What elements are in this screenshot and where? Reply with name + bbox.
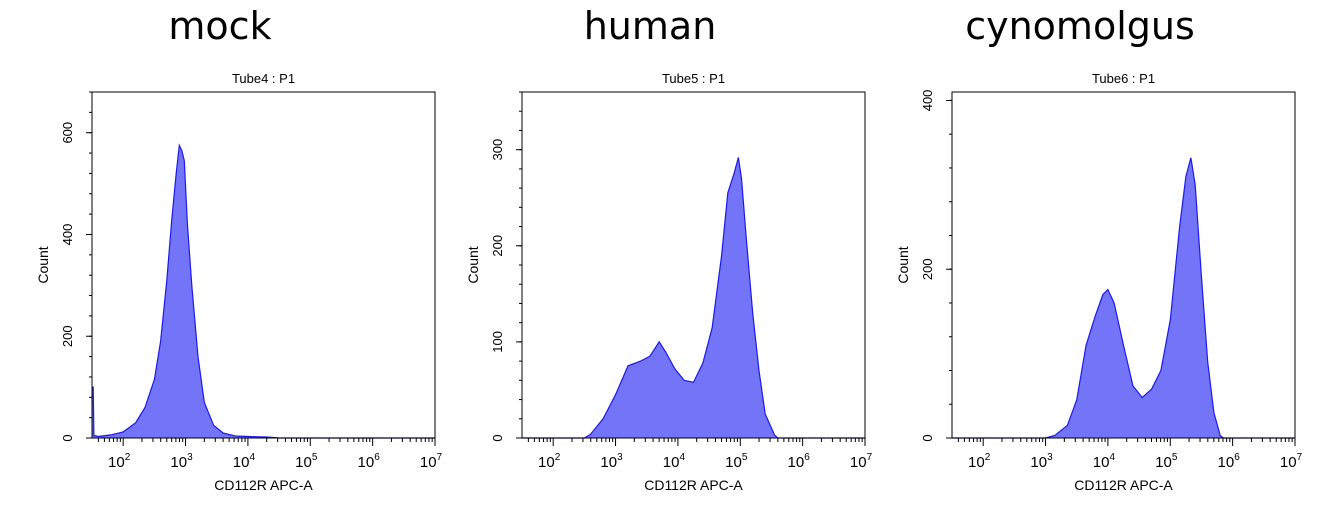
y-axis-label: Count (895, 246, 911, 283)
chart-title: Tube6 : P1 (1092, 71, 1155, 86)
x-tick-label: 103 (600, 452, 623, 471)
y-tick-label: 400 (920, 90, 935, 112)
y-axis-label: Count (465, 246, 481, 283)
chart-panel-cynomolgus: cynomolgus Tube6 : P1 0 200 400 102 103 104 105… (860, 0, 1303, 507)
x-tick-label: 102 (108, 452, 131, 471)
histogram-chart: Tube6 : P1 0 200 400 102 103 104 105 106 107 CD112… (895, 71, 1303, 493)
y-axis-label: Count (35, 246, 51, 283)
y-tick-label: 0 (920, 434, 935, 441)
plot-frame (951, 91, 1296, 439)
y-tick-label: 100 (490, 331, 505, 353)
x-tick-label: 104 (1093, 452, 1116, 471)
histogram-line (92, 143, 435, 439)
chart-title: Tube4 : P1 (232, 71, 295, 86)
x-tick-label: 105 (725, 452, 748, 471)
histogram-line (952, 157, 1295, 439)
x-tick-label: 104 (663, 452, 686, 471)
chart-heading: cynomolgus (965, 4, 1195, 48)
x-tick-label: 102 (968, 452, 991, 471)
x-tick-label: 106 (788, 452, 811, 471)
plot-frame (91, 91, 436, 439)
y-tick-label: 200 (920, 258, 935, 280)
x-tick-label: 107 (1280, 452, 1303, 471)
y-tick-label: 600 (60, 122, 75, 144)
chart-panel-mock: mock Tube4 : P1 0 200 400 600 102 103 104 105 106… (0, 0, 443, 507)
chart-panel-human: human Tube5 : P1 0 100 200 300 102 103 104 105 10… (430, 0, 873, 507)
chart-heading: mock (168, 4, 272, 48)
x-tick-label: 103 (170, 452, 193, 471)
x-tick-label: 106 (358, 452, 381, 471)
histogram-area (952, 157, 1295, 439)
y-tick-label: 400 (60, 224, 75, 246)
histogram-area (522, 157, 865, 438)
x-tick-label: 106 (1218, 452, 1241, 471)
x-tick-label: 102 (538, 452, 561, 471)
x-axis-label: CD112R APC-A (644, 477, 743, 493)
chart-title: Tube5 : P1 (662, 71, 725, 86)
y-tick-label: 0 (60, 434, 75, 441)
x-tick-label: 105 (1155, 452, 1178, 471)
chart-heading: human (583, 4, 717, 48)
histogram-area (92, 145, 435, 438)
y-tick-label: 200 (490, 235, 505, 257)
histogram-line (522, 157, 865, 439)
y-tick-label: 0 (490, 434, 505, 441)
x-tick-label: 105 (295, 452, 318, 471)
y-tick-label: 200 (60, 325, 75, 347)
y-tick-label: 300 (490, 139, 505, 161)
x-tick-label: 103 (1030, 452, 1053, 471)
x-axis-label: CD112R APC-A (214, 477, 313, 493)
x-axis-label: CD112R APC-A (1074, 477, 1173, 493)
x-tick-label: 104 (233, 452, 256, 471)
